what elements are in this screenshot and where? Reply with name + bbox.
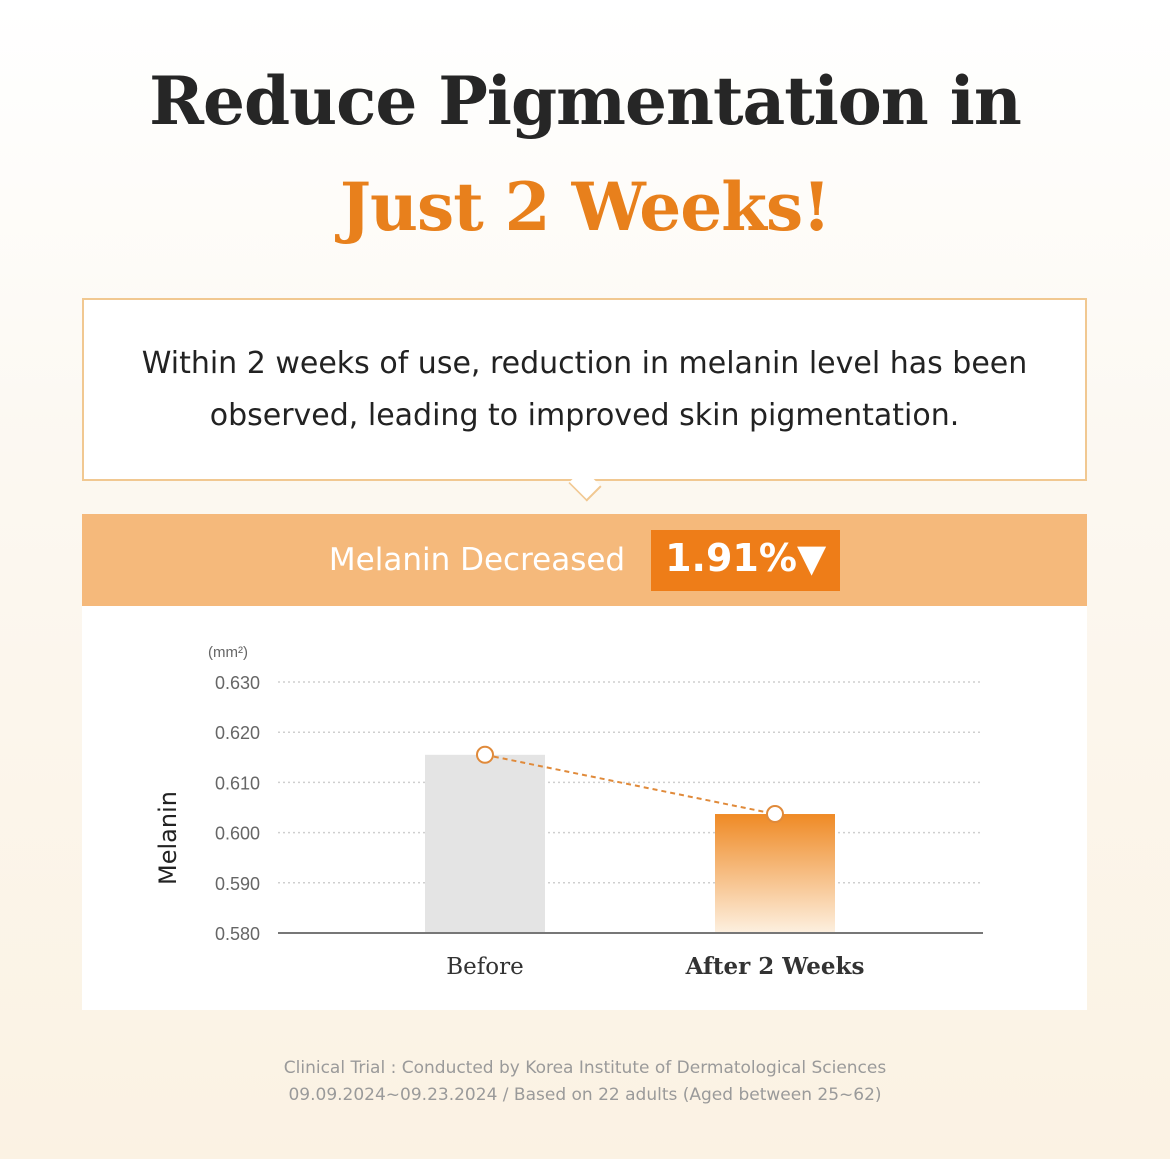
trend-line — [484, 753, 776, 816]
x-tick-label: After 2 Weeks — [685, 953, 865, 980]
data-point-marker — [476, 745, 494, 764]
y-tick-label: 0.620 — [215, 723, 260, 743]
footnote-line2: 09.09.2024~09.23.2024 / Based on 22 adul… — [288, 1085, 882, 1105]
y-tick-label: 0.630 — [215, 673, 260, 693]
callout-text: Within 2 weeks of use, reduction in mela… — [141, 345, 1028, 433]
headline: Reduce Pigmentation in — [149, 62, 1022, 140]
headline-accent: Just 2 Weeks! — [339, 168, 831, 246]
result-badge: 1.91%▼ — [651, 529, 841, 591]
y-unit-label: (mm²) — [208, 644, 248, 661]
data-point-marker — [766, 805, 784, 824]
y-tick-label: 0.590 — [215, 874, 260, 894]
chart-panel — [82, 606, 1087, 1010]
result-band: Melanin Decreased 1.91%▼ — [82, 514, 1087, 606]
bar-after — [715, 814, 835, 933]
y-tick-label: 0.600 — [215, 824, 260, 844]
callout-box: Within 2 weeks of use, reduction in mela… — [82, 298, 1087, 481]
x-tick-label: Before — [446, 954, 523, 980]
y-tick-label: 0.610 — [215, 773, 260, 793]
bar-before — [425, 754, 545, 933]
result-label: Melanin Decreased — [328, 542, 626, 578]
y-axis-label: Melanin — [154, 791, 182, 885]
footnote-line1: Clinical Trial : Conducted by Korea Inst… — [283, 1058, 887, 1078]
y-tick-label: 0.580 — [215, 924, 260, 944]
